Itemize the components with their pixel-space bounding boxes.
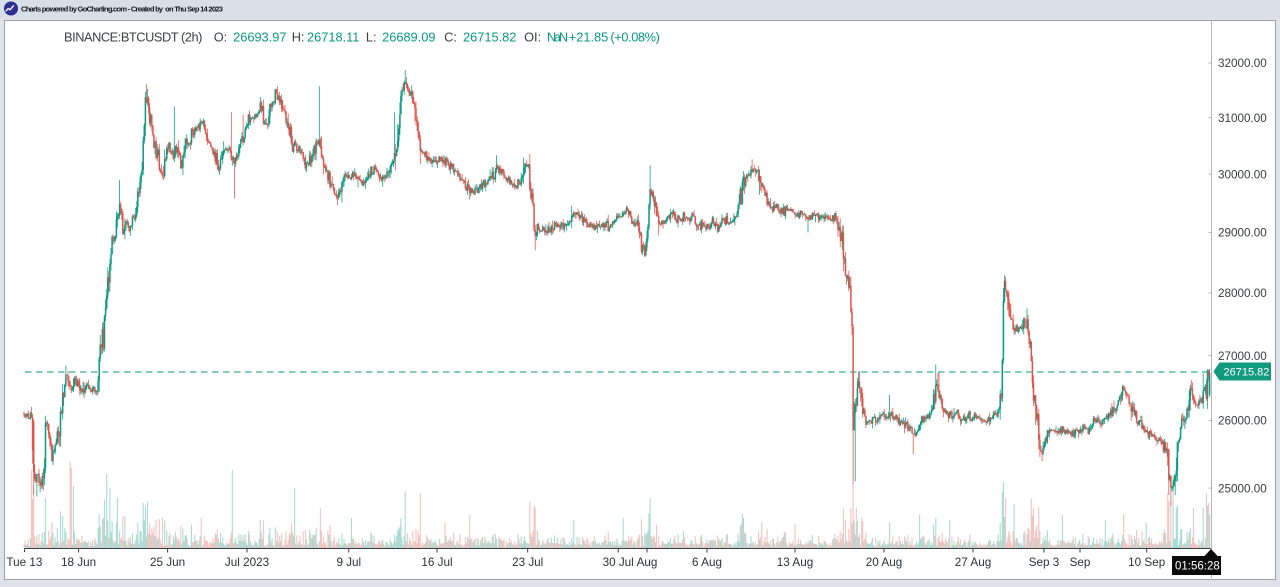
svg-text:32000.00: 32000.00 (1218, 57, 1267, 70)
svg-text:01:56:28: 01:56:28 (1175, 561, 1220, 573)
svg-text:25 Jun: 25 Jun (150, 556, 185, 569)
svg-text:30 Jul: 30 Jul (603, 556, 634, 569)
svg-text:6 Aug: 6 Aug (692, 556, 722, 569)
svg-text:10 Sep: 10 Sep (1128, 556, 1166, 569)
svg-text:25000.00: 25000.00 (1218, 482, 1267, 495)
svg-text:18 Jun: 18 Jun (61, 556, 96, 569)
svg-text:16 Jul: 16 Jul (421, 556, 452, 569)
svg-text:30000.00: 30000.00 (1218, 168, 1267, 181)
svg-text:Aug: Aug (637, 556, 658, 569)
svg-text:Tue 13: Tue 13 (6, 556, 42, 569)
svg-text:29000.00: 29000.00 (1218, 227, 1267, 240)
svg-text:27 Aug: 27 Aug (955, 556, 991, 569)
svg-text:Jul 2023: Jul 2023 (225, 556, 269, 569)
svg-text:9 Jul: 9 Jul (336, 556, 361, 569)
svg-text:26715.82: 26715.82 (1224, 367, 1270, 379)
svg-text:31000.00: 31000.00 (1218, 112, 1267, 125)
svg-text:BINANCE:BTCUSDT (2h)O:26693.97: BINANCE:BTCUSDT (2h) O: 26693.97 H: 26718.11… (64, 30, 660, 45)
svg-text:23 Jul: 23 Jul (512, 556, 543, 569)
svg-text:27000.00: 27000.00 (1218, 350, 1267, 363)
svg-text:Sep 3: Sep 3 (1029, 556, 1060, 569)
svg-text:Sep: Sep (1070, 556, 1091, 569)
svg-text:Charts powered by GoCharting.c: Charts powered by GoCharting.com - Creat… (21, 4, 223, 13)
svg-text:28000.00: 28000.00 (1218, 287, 1267, 300)
svg-text:26000.00: 26000.00 (1218, 415, 1267, 428)
svg-text:20 Aug: 20 Aug (866, 556, 902, 569)
svg-text:13 Aug: 13 Aug (777, 556, 813, 569)
